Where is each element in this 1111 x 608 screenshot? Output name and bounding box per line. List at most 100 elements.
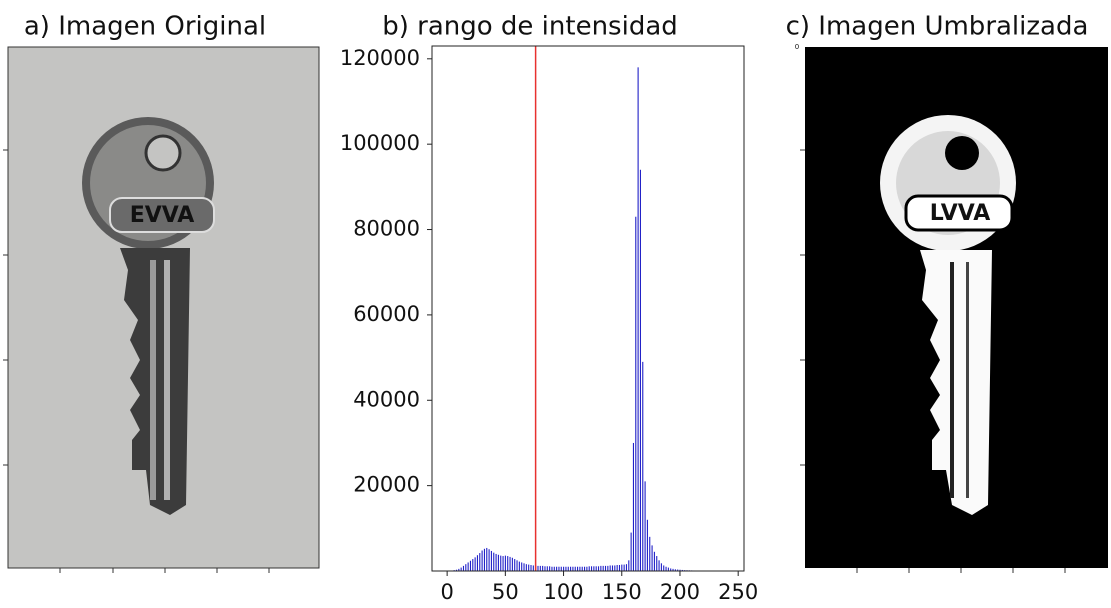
bar <box>658 560 660 571</box>
bar <box>474 557 476 571</box>
bar <box>665 566 667 571</box>
bar <box>523 563 525 571</box>
bar <box>625 564 628 571</box>
bar <box>469 560 472 571</box>
bar <box>530 565 532 571</box>
bar <box>516 560 518 571</box>
bar <box>642 361 644 571</box>
bar <box>651 545 653 571</box>
bar <box>674 569 676 571</box>
bar <box>623 564 625 571</box>
bar <box>493 552 495 571</box>
bar <box>514 559 516 571</box>
bar <box>611 565 614 571</box>
bar <box>581 566 583 571</box>
bar <box>646 519 648 571</box>
bar <box>537 565 539 571</box>
panel-title: b) rango de intensidad <box>382 12 678 42</box>
bar <box>614 565 616 571</box>
x-tick-label: 0 <box>440 580 453 604</box>
bar <box>504 555 506 571</box>
bar <box>649 536 651 571</box>
bar <box>679 569 681 571</box>
bar <box>586 566 588 571</box>
bar <box>511 557 513 571</box>
bar <box>455 569 458 571</box>
bar <box>546 566 548 571</box>
bar <box>588 566 590 571</box>
bar <box>528 564 530 571</box>
bar <box>460 567 462 571</box>
bar <box>490 550 492 571</box>
bar <box>507 556 509 571</box>
bar <box>479 553 481 571</box>
y-tick-label: 120000 <box>340 46 420 70</box>
panel-title: a) Imagen Original <box>24 12 266 42</box>
bar <box>497 554 499 571</box>
bar <box>532 565 534 571</box>
bar <box>567 566 569 571</box>
bar <box>677 569 679 571</box>
bar <box>653 551 655 571</box>
bar <box>577 566 579 571</box>
bar <box>609 565 611 571</box>
bar <box>584 566 586 571</box>
bar <box>551 566 553 571</box>
bar <box>595 566 597 571</box>
bar <box>467 562 469 571</box>
bar <box>639 169 641 571</box>
bar <box>521 562 523 571</box>
bar <box>597 566 600 571</box>
bar <box>632 442 635 571</box>
y-tick-label: 80000 <box>353 217 420 241</box>
bar <box>495 553 497 571</box>
bar <box>525 564 527 571</box>
bar <box>600 565 602 571</box>
bar <box>476 555 479 571</box>
thresholded-image: LVVA <box>800 47 1108 573</box>
bar <box>465 564 467 571</box>
x-tick-label: 100 <box>544 580 584 604</box>
bar <box>670 568 672 571</box>
bar <box>681 569 683 571</box>
bar <box>483 548 485 571</box>
bar <box>563 566 565 571</box>
bar <box>570 566 572 571</box>
bar <box>539 565 541 571</box>
bar <box>509 556 511 571</box>
key-engraving: LVVA <box>930 201 991 226</box>
y-tick-label: 100000 <box>340 131 420 155</box>
panel-title: c) Imagen Umbralizada <box>786 12 1089 42</box>
bar <box>607 565 609 571</box>
bar <box>574 566 576 571</box>
bar <box>544 566 546 571</box>
bar <box>628 560 630 571</box>
bar <box>663 565 665 571</box>
bar <box>604 565 607 571</box>
bar <box>556 566 558 571</box>
x-tick-label: 150 <box>602 580 642 604</box>
bar <box>667 567 669 571</box>
bar <box>572 566 574 571</box>
bar <box>542 565 544 571</box>
bar <box>558 566 560 571</box>
bar <box>502 556 504 571</box>
bar <box>637 67 639 571</box>
bar <box>593 566 595 571</box>
bar <box>579 566 581 571</box>
bar <box>458 568 460 571</box>
x-tick-label: 250 <box>718 580 758 604</box>
y-tick-label: 60000 <box>353 302 420 326</box>
x-tick-label: 50 <box>492 580 519 604</box>
original-image: EVVA <box>3 46 320 573</box>
y-tick-label: 20000 <box>353 473 420 497</box>
bar <box>549 566 551 571</box>
bar <box>621 564 623 571</box>
bar <box>635 216 637 572</box>
y-tick-label: 40000 <box>353 387 420 411</box>
plot-frame <box>431 45 745 572</box>
bar <box>616 565 618 571</box>
bar <box>560 566 562 571</box>
bar <box>500 555 502 571</box>
